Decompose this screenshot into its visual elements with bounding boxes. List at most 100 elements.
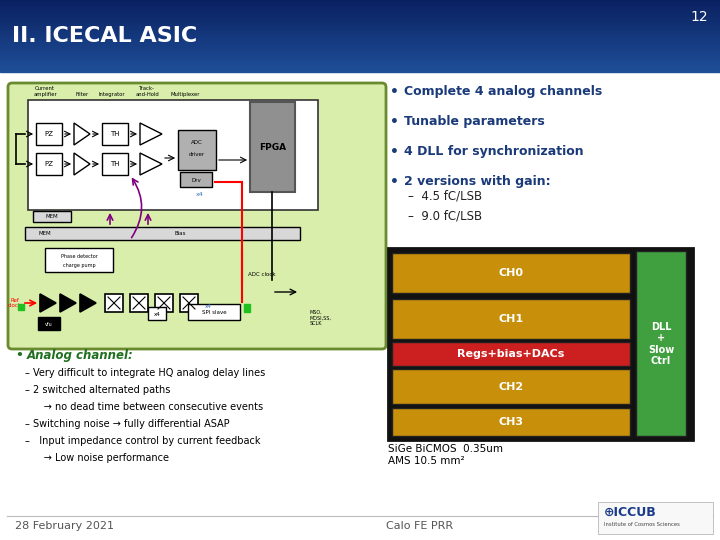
Bar [0, 45, 720, 48]
Bar [0, 31, 720, 33]
Bar [0, 7, 720, 10]
Text: MEM: MEM [45, 214, 58, 219]
Text: SiGe BiCMOS  0.35um
AMS 10.5 mm²: SiGe BiCMOS 0.35um AMS 10.5 mm² [388, 444, 503, 465]
FancyBboxPatch shape [8, 83, 386, 349]
Text: Bias: Bias [174, 231, 186, 236]
Bar [28, 100, 318, 210]
Text: – Very difficult to integrate HQ analog delay lines: – Very difficult to integrate HQ analog … [25, 368, 265, 378]
Bar [0, 43, 720, 45]
Polygon shape [60, 294, 76, 312]
Text: charge pump: charge pump [63, 262, 95, 267]
Bar [0, 5, 720, 7]
Bar [392, 369, 630, 404]
Text: Tunable parameters: Tunable parameters [404, 116, 545, 129]
Bar [392, 299, 630, 339]
Text: Regs+bias+DACs: Regs+bias+DACs [457, 349, 564, 359]
Bar [0, 67, 720, 70]
Polygon shape [74, 153, 90, 175]
Bar [598, 502, 713, 534]
Bar [102, 153, 128, 175]
Bar [0, 26, 720, 29]
Text: TH: TH [110, 161, 120, 167]
Bar [0, 24, 720, 26]
Bar [148, 307, 166, 320]
Bar [0, 29, 720, 31]
Text: – 2 switched alternated paths: – 2 switched alternated paths [25, 385, 171, 395]
Bar [33, 211, 71, 222]
Bar [0, 17, 720, 19]
Bar [102, 123, 128, 145]
Text: 12: 12 [690, 10, 708, 24]
Bar [0, 63, 720, 65]
Bar [0, 22, 720, 24]
Bar [0, 38, 720, 41]
Bar [392, 342, 630, 366]
Text: 4 DLL for synchronization: 4 DLL for synchronization [404, 145, 584, 159]
Bar [0, 53, 720, 55]
Text: MEM: MEM [39, 231, 51, 236]
Text: ADC clock: ADC clock [248, 273, 276, 278]
Bar [0, 12, 720, 15]
Text: –  9.0 fC/LSB: – 9.0 fC/LSB [408, 210, 482, 222]
Text: PZ: PZ [45, 161, 53, 167]
Bar [0, 2, 720, 5]
Text: Multiplexer: Multiplexer [170, 92, 199, 97]
Bar [392, 408, 630, 436]
Bar [0, 10, 720, 12]
Text: Current
amplifier: Current amplifier [33, 86, 57, 97]
Bar [0, 15, 720, 17]
Text: CH0: CH0 [498, 268, 523, 278]
Text: CH2: CH2 [498, 381, 523, 391]
Bar [188, 304, 240, 320]
Polygon shape [140, 153, 162, 175]
Bar [18, 304, 24, 310]
Bar [0, 19, 720, 22]
Text: Analog channel:: Analog channel: [27, 348, 134, 361]
Bar [36, 153, 62, 175]
Text: ADC: ADC [191, 139, 203, 145]
Text: PZ: PZ [45, 131, 53, 137]
Polygon shape [80, 294, 96, 312]
Text: driver: driver [189, 152, 205, 157]
Text: vfu: vfu [45, 321, 53, 327]
Bar [0, 58, 720, 60]
Text: MSO,
MOSI,SS,
SCLK: MSO, MOSI,SS, SCLK [310, 310, 332, 326]
Bar [25, 227, 300, 240]
Text: Institute of Cosmos Sciences: Institute of Cosmos Sciences [604, 522, 680, 526]
Bar [155, 294, 173, 312]
Text: DLL
+
Slow
Ctrl: DLL + Slow Ctrl [648, 322, 674, 367]
Bar [0, 72, 720, 540]
Text: •: • [15, 348, 23, 361]
Text: Calo FE PRR: Calo FE PRR [387, 521, 454, 531]
Bar [0, 36, 720, 38]
Text: •: • [390, 115, 399, 129]
Bar [0, 55, 720, 58]
Text: x4: x4 [196, 192, 204, 197]
Text: TH: TH [110, 131, 120, 137]
Polygon shape [74, 123, 90, 145]
Bar [0, 48, 720, 50]
Text: •: • [390, 85, 399, 99]
Bar [38, 317, 60, 330]
Text: x4: x4 [153, 312, 161, 316]
Bar [0, 70, 720, 72]
Bar [0, 33, 720, 36]
Text: FPGA: FPGA [259, 143, 286, 152]
Text: –   Input impedance control by current feedback: – Input impedance control by current fee… [25, 436, 261, 446]
Bar [636, 251, 686, 436]
Text: Ref
clock: Ref clock [8, 298, 22, 308]
Bar [0, 0, 720, 2]
Bar [0, 60, 720, 63]
Text: → no dead time between consecutive events: → no dead time between consecutive event… [25, 402, 263, 412]
Bar [0, 41, 720, 43]
Text: CH3: CH3 [498, 417, 523, 427]
Bar [244, 304, 250, 312]
Text: Track-
and-Hold: Track- and-Hold [135, 86, 159, 97]
Bar [105, 294, 123, 312]
Text: 28 February 2021: 28 February 2021 [15, 521, 114, 531]
Text: •: • [390, 175, 399, 189]
Bar [392, 253, 630, 293]
Text: II. ICECAL ASIC: II. ICECAL ASIC [12, 26, 197, 46]
Bar [178, 130, 216, 170]
Text: Integrator: Integrator [99, 92, 125, 97]
